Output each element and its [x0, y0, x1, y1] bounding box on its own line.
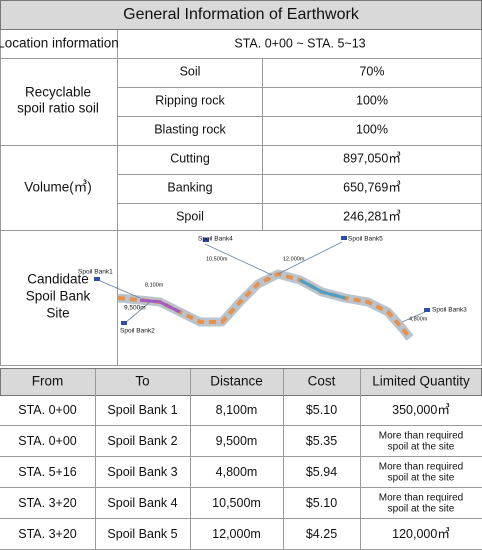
cell-value: 246,281㎥ [343, 209, 401, 223]
table-cell: More than required [379, 493, 464, 504]
map-label: 12,000m [283, 256, 305, 262]
table-header: From [32, 374, 64, 389]
row-label: Spoil Bank [26, 289, 91, 304]
map-label: 8,100m [145, 282, 164, 288]
table-cell: 8,100m [216, 403, 258, 417]
row-label: Candidate [27, 272, 89, 287]
cell-value: 897,050㎥ [343, 151, 401, 165]
table-cell: More than required [379, 462, 464, 473]
sub-label: Spoil [176, 209, 204, 223]
table-cell: Spoil Bank 5 [107, 527, 177, 541]
row-label: Location information [0, 36, 119, 51]
row-label: Volume(㎥) [24, 180, 92, 195]
table-cell: STA. 3+20 [18, 527, 77, 541]
table-header: Limited Quantity [372, 374, 470, 389]
table-header: To [135, 374, 149, 389]
table-cell: 9,500m [216, 434, 258, 448]
title: General Information of Earthwork [123, 6, 360, 23]
table-cell: spoil at the site [388, 473, 455, 484]
table-header: Cost [308, 374, 336, 389]
cell-value: 100% [356, 93, 388, 107]
map-label: Spoil Bank2 [120, 328, 155, 335]
sub-label: Soil [180, 64, 201, 78]
table-cell: 350,000㎥ [392, 403, 450, 417]
row-value: STA. 0+00 ~ STA. 5~13 [234, 36, 365, 50]
table-cell: spoil at the site [388, 442, 455, 453]
sub-label: Banking [167, 180, 212, 194]
map-label: Spoil Bank5 [348, 236, 383, 243]
table-header: Distance [210, 374, 263, 389]
table-cell: 4,800m [216, 465, 258, 479]
row-label: spoil ratio soil [17, 101, 99, 116]
map-label: Spoil Bank1 [78, 269, 113, 276]
map-label: 10,500m [206, 256, 228, 262]
map-label: 9,500m [124, 305, 146, 312]
cell-value: 70% [359, 64, 384, 78]
table-cell: Spoil Bank 3 [107, 465, 177, 479]
title-bar [0, 0, 482, 30]
map-label: 4,800m [409, 316, 428, 322]
map-label: Spoil Bank4 [198, 236, 233, 243]
table-header-bar [0, 368, 482, 396]
table-cell: 12,000m [212, 527, 261, 541]
table-cell: STA. 5+16 [18, 465, 77, 479]
table-cell: STA. 0+00 [18, 434, 77, 448]
sub-label: Cutting [170, 151, 210, 165]
table-cell: Spoil Bank 2 [107, 434, 177, 448]
table-cell: Spoil Bank 1 [107, 403, 177, 417]
table-cell: $5.10 [306, 403, 337, 417]
table-cell: 10,500m [212, 496, 261, 510]
cell-value: 100% [356, 122, 388, 136]
grid [0, 30, 482, 366]
table-cell: 120,000㎥ [392, 527, 450, 541]
table-cell: Spoil Bank 4 [107, 496, 177, 510]
table-cell: More than required [379, 431, 464, 442]
table-cell: spoil at the site [388, 504, 455, 515]
table-cell: $4.25 [306, 527, 337, 541]
table-cell: $5.35 [306, 434, 337, 448]
sub-label: Ripping rock [155, 93, 225, 107]
table-cell: STA. 0+00 [18, 403, 77, 417]
site-map: Spoil Bank1 8,100m 9,500m Spoil Bank2 Spoil … [78, 236, 467, 341]
sub-label: Blasting rock [154, 122, 226, 136]
cell-value: 650,769㎥ [343, 180, 401, 194]
table-cell: $5.10 [306, 496, 337, 510]
row-label: Recyclable [25, 85, 91, 100]
map-label: Spoil Bank3 [432, 307, 467, 314]
table-cell: $5.94 [306, 465, 337, 479]
table-cell: STA. 3+20 [18, 496, 77, 510]
row-label: Site [46, 306, 69, 321]
